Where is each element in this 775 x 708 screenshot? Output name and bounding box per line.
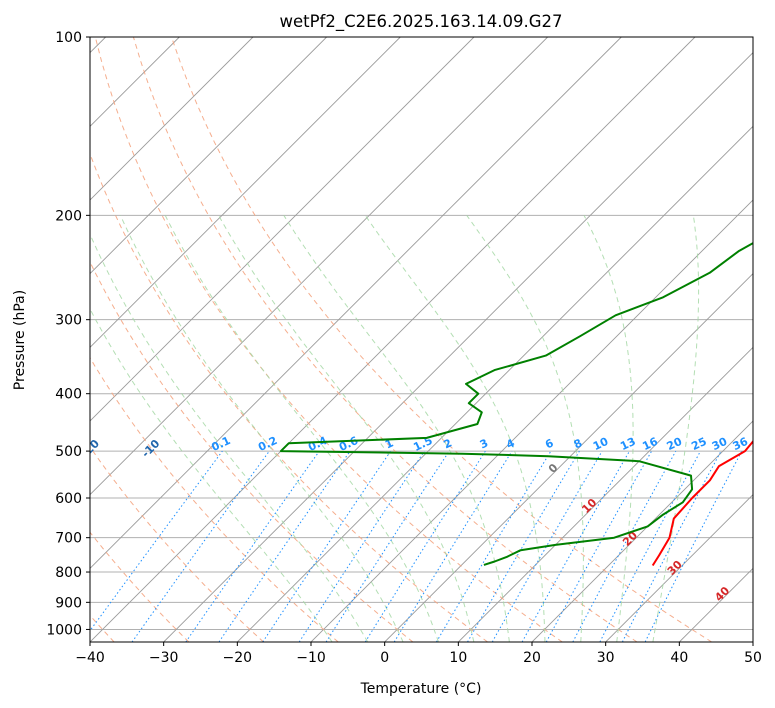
moist-adiabat-line xyxy=(283,215,510,642)
dry-adiabat-line xyxy=(90,531,190,642)
moist-adiabat-line xyxy=(90,308,333,642)
mixing-ratio-label: 20 xyxy=(665,435,685,453)
moist-adiabat-line xyxy=(164,215,439,642)
grid-layer: 0.10.20.40.611.52346810131620253036-100-… xyxy=(18,37,753,642)
dry-adiabat-line xyxy=(90,356,339,642)
mixing-ratio-line xyxy=(131,450,270,642)
dry-adiabat-label: -20 xyxy=(79,437,102,460)
dry-adiabat-line xyxy=(132,37,638,642)
dry-adiabat-label: -10 xyxy=(139,437,162,460)
y-tick-label: 1000 xyxy=(46,622,82,638)
isotherm-line xyxy=(531,420,753,642)
dry-adiabat-line xyxy=(94,37,563,642)
y-tick-label: 300 xyxy=(55,313,82,329)
isotherm-line xyxy=(90,37,622,569)
x-tick-label: −10 xyxy=(296,650,326,666)
y-tick-label: 800 xyxy=(55,565,82,581)
isotherm-line xyxy=(679,567,753,642)
x-tick-label: 30 xyxy=(597,650,615,666)
y-tick-label: 700 xyxy=(55,531,82,547)
mixing-ratio-line xyxy=(218,450,351,642)
mixing-ratio-line xyxy=(572,450,677,642)
y-tick-label: 900 xyxy=(55,595,82,611)
y-tick-label: 200 xyxy=(55,208,82,224)
mixing-ratio-line xyxy=(185,450,320,642)
dry-adiabat-line xyxy=(90,152,488,642)
isotherm-line xyxy=(752,641,753,642)
moist-adiabat-line xyxy=(218,215,475,642)
mixing-ratio-line xyxy=(325,450,450,642)
dry-adiabat-line xyxy=(90,446,264,642)
mixing-ratio-line xyxy=(298,450,425,642)
mixing-ratio-label: 4 xyxy=(504,436,517,451)
isotherm-line xyxy=(90,37,254,201)
moist-adiabat-line xyxy=(583,215,634,642)
ticks-layer: −40 −30 −20 −10 0 10 20 30 40 50 100 200 300 400 500 60… xyxy=(46,30,762,666)
isotherm-line xyxy=(90,37,696,642)
isotherm-line xyxy=(605,494,753,642)
y-axis-label: Pressure (hPa) xyxy=(12,290,28,390)
isotherm-line xyxy=(310,199,753,642)
isotherm-line xyxy=(237,125,753,642)
isotherm-line xyxy=(384,273,753,642)
moist-adiabat-line xyxy=(652,215,700,642)
y-tick-label: 500 xyxy=(55,444,82,460)
dry-adiabat-line xyxy=(171,37,712,642)
mixing-ratio-label: 13 xyxy=(618,435,637,453)
mixing-ratio-label: 6 xyxy=(543,436,556,451)
mixing-ratio-label: 25 xyxy=(689,435,708,453)
mixing-ratio-line xyxy=(90,450,223,632)
mixing-ratio-line xyxy=(521,450,630,642)
mixing-ratio-label: 30 xyxy=(710,435,730,453)
x-tick-label: −20 xyxy=(223,650,253,666)
moist-adiabat-label: 30 xyxy=(665,558,685,578)
temperature-profile-line xyxy=(651,439,753,567)
isotherm-line xyxy=(163,52,753,642)
x-tick-label: −40 xyxy=(75,650,105,666)
y-tick-label: 100 xyxy=(55,30,82,46)
dewpoint-profile-line xyxy=(279,241,753,566)
mixing-ratio-line xyxy=(435,450,552,642)
y-tick-label: 600 xyxy=(55,491,82,507)
moist-adiabat-line xyxy=(364,215,546,642)
moist-adiabat-line xyxy=(466,215,584,642)
mixing-ratio-line xyxy=(621,450,722,642)
x-tick-label: 10 xyxy=(449,650,467,666)
mixing-ratio-line xyxy=(644,450,743,642)
chart-title: wetPf2_C2E6.2025.163.14.09.G27 xyxy=(279,12,562,32)
x-tick-label: 20 xyxy=(523,650,541,666)
isotherm-line xyxy=(90,37,401,348)
x-tick-label: 0 xyxy=(380,650,389,666)
plot-frame xyxy=(89,36,754,643)
mixing-ratio-line xyxy=(599,450,701,642)
x-tick-label: 40 xyxy=(670,650,688,666)
mixing-ratio-line xyxy=(262,450,392,642)
x-axis-label: Temperature (°C) xyxy=(360,681,482,697)
mixing-ratio-label: 16 xyxy=(640,435,660,453)
mixing-ratio-label: 10 xyxy=(591,435,611,453)
mixing-ratio-label: 36 xyxy=(731,435,751,453)
mixing-ratio-label: 2 xyxy=(442,436,454,451)
x-tick-label: −30 xyxy=(149,650,179,666)
mixing-ratio-line xyxy=(393,450,513,642)
moist-adiabat-label: 40 xyxy=(712,584,732,604)
x-tick-label: 50 xyxy=(744,650,762,666)
isotherm-line xyxy=(90,37,327,275)
y-tick-label: 400 xyxy=(55,387,82,403)
series-layer xyxy=(279,241,753,567)
moist-adiabat-line xyxy=(119,215,404,642)
isotherm-line xyxy=(90,37,475,422)
moist-adiabat-line xyxy=(90,233,369,642)
mixing-ratio-line xyxy=(545,450,653,642)
dry-adiabat-label: -30 xyxy=(18,437,41,460)
mixing-ratio-label: 3 xyxy=(478,436,490,451)
isotherm-line xyxy=(458,346,753,642)
isotherm-line xyxy=(90,37,548,496)
dry-adiabat-line xyxy=(90,260,414,642)
mixing-ratio-line xyxy=(364,450,486,642)
